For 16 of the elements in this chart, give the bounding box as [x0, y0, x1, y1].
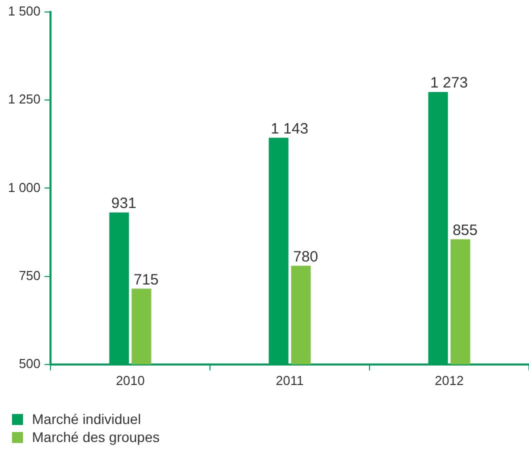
y-tick-label: 500 [18, 356, 41, 371]
y-tick-label: 1 500 [8, 4, 41, 19]
y-tick-label: 1 000 [8, 180, 41, 195]
y-tick-label: 1 250 [8, 92, 41, 107]
data-label: 780 [293, 248, 318, 266]
x-tick-label: 2012 [434, 372, 464, 388]
x-tick-label: 2010 [116, 372, 145, 388]
data-label: 1 273 [430, 74, 468, 92]
legend-label: Marché individuel [32, 411, 141, 427]
data-label: 855 [452, 222, 478, 239]
x-tick-label: 2011 [276, 372, 304, 388]
data-label: 1 143 [270, 120, 308, 138]
data-label: 931 [111, 195, 136, 212]
data-label: 715 [134, 271, 159, 288]
y-tick-label: 750 [18, 268, 41, 283]
legend-label: Marché des groupes [32, 429, 160, 445]
